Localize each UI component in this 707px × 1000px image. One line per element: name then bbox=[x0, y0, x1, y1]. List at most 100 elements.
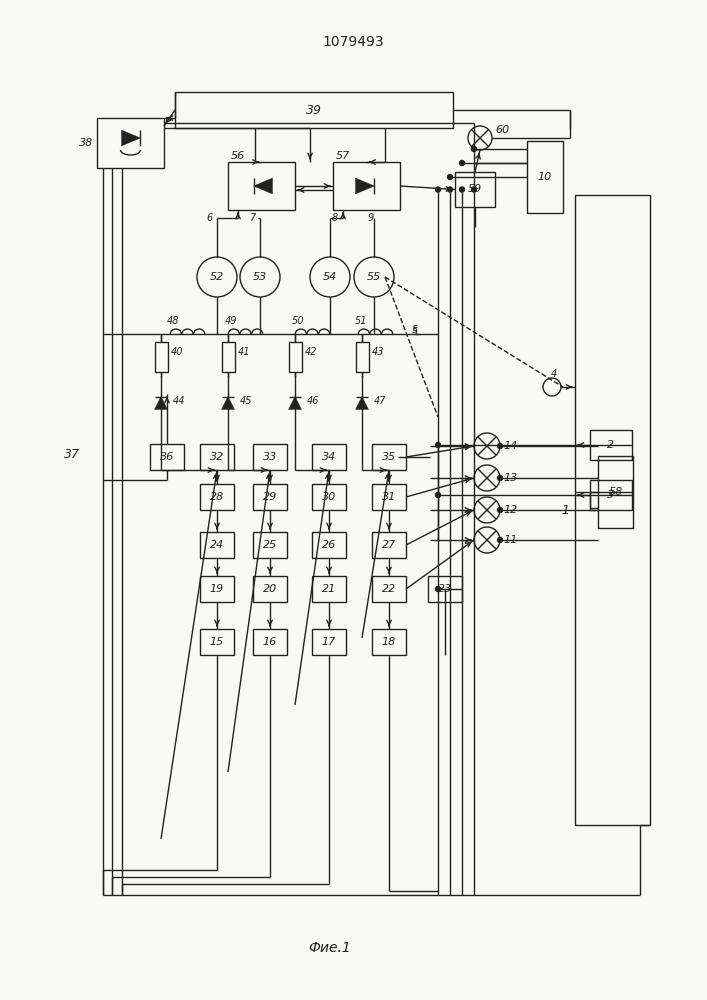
Text: 46: 46 bbox=[307, 396, 320, 406]
Circle shape bbox=[472, 146, 477, 151]
Bar bbox=[312, 444, 346, 470]
Bar bbox=[200, 629, 234, 655]
Bar bbox=[372, 484, 406, 510]
Polygon shape bbox=[288, 397, 301, 409]
Text: 1: 1 bbox=[561, 504, 569, 516]
Bar bbox=[428, 576, 462, 602]
Text: 4: 4 bbox=[551, 369, 557, 379]
Text: 54: 54 bbox=[323, 272, 337, 282]
Bar bbox=[228, 162, 295, 210]
Bar bbox=[155, 342, 168, 372]
Text: 17: 17 bbox=[322, 637, 336, 647]
Text: 38: 38 bbox=[78, 138, 93, 148]
Text: 27: 27 bbox=[382, 540, 396, 550]
Text: 22: 22 bbox=[382, 584, 396, 594]
Bar bbox=[590, 430, 632, 460]
Polygon shape bbox=[356, 178, 375, 194]
Text: 8: 8 bbox=[332, 213, 338, 223]
Text: 59: 59 bbox=[468, 184, 482, 194]
Bar bbox=[200, 532, 234, 558]
Text: 20: 20 bbox=[263, 584, 277, 594]
Text: 36: 36 bbox=[160, 452, 174, 462]
Circle shape bbox=[448, 174, 452, 180]
Bar bbox=[289, 342, 302, 372]
Circle shape bbox=[460, 160, 464, 165]
Text: 42: 42 bbox=[305, 347, 317, 357]
Text: 60: 60 bbox=[495, 125, 509, 135]
Text: 35: 35 bbox=[382, 452, 396, 462]
Text: 7: 7 bbox=[249, 213, 255, 223]
Text: 41: 41 bbox=[238, 347, 250, 357]
Polygon shape bbox=[155, 397, 168, 409]
Text: 5: 5 bbox=[412, 327, 418, 337]
Bar bbox=[527, 141, 563, 213]
Bar bbox=[253, 444, 287, 470]
Polygon shape bbox=[221, 397, 235, 409]
Bar bbox=[200, 576, 234, 602]
Text: 19: 19 bbox=[210, 584, 224, 594]
Polygon shape bbox=[356, 397, 368, 409]
Bar bbox=[253, 484, 287, 510]
Text: 44: 44 bbox=[173, 396, 185, 406]
Text: 24: 24 bbox=[210, 540, 224, 550]
Text: 53: 53 bbox=[253, 272, 267, 282]
Text: 6: 6 bbox=[206, 213, 213, 223]
Text: 56: 56 bbox=[231, 151, 245, 161]
Text: 30: 30 bbox=[322, 492, 336, 502]
Bar bbox=[312, 484, 346, 510]
Circle shape bbox=[498, 444, 503, 448]
Circle shape bbox=[436, 442, 440, 448]
Text: 43: 43 bbox=[372, 347, 385, 357]
Text: 52: 52 bbox=[210, 272, 224, 282]
Bar bbox=[312, 576, 346, 602]
Text: 51: 51 bbox=[355, 316, 367, 326]
Bar bbox=[590, 480, 632, 510]
Text: 5: 5 bbox=[412, 325, 418, 335]
Text: 13: 13 bbox=[503, 473, 518, 483]
Bar bbox=[372, 576, 406, 602]
Circle shape bbox=[436, 586, 440, 591]
Polygon shape bbox=[122, 130, 141, 146]
Circle shape bbox=[436, 187, 440, 192]
Bar bbox=[253, 629, 287, 655]
Circle shape bbox=[498, 476, 503, 481]
Text: 11: 11 bbox=[503, 535, 518, 545]
Text: 47: 47 bbox=[374, 396, 387, 406]
Text: 34: 34 bbox=[322, 452, 336, 462]
Text: 33: 33 bbox=[263, 452, 277, 462]
Text: 23: 23 bbox=[438, 584, 452, 594]
Text: 14: 14 bbox=[503, 441, 518, 451]
Bar bbox=[575, 195, 650, 825]
Bar bbox=[200, 444, 234, 470]
Bar bbox=[200, 484, 234, 510]
Bar bbox=[150, 444, 184, 470]
Text: 12: 12 bbox=[503, 505, 518, 515]
Bar bbox=[253, 532, 287, 558]
Bar bbox=[222, 342, 235, 372]
Polygon shape bbox=[254, 178, 272, 194]
Bar bbox=[598, 456, 633, 528]
Text: 31: 31 bbox=[382, 492, 396, 502]
Circle shape bbox=[448, 187, 452, 192]
Circle shape bbox=[498, 538, 503, 542]
Text: 21: 21 bbox=[322, 584, 336, 594]
Text: 48: 48 bbox=[167, 316, 180, 326]
Text: 57: 57 bbox=[336, 151, 350, 161]
Text: 45: 45 bbox=[240, 396, 252, 406]
Text: 49: 49 bbox=[225, 316, 238, 326]
Bar bbox=[372, 532, 406, 558]
Text: 58: 58 bbox=[609, 487, 623, 497]
Bar bbox=[312, 532, 346, 558]
Text: 28: 28 bbox=[210, 492, 224, 502]
Text: 10: 10 bbox=[538, 172, 552, 182]
Circle shape bbox=[472, 187, 477, 192]
Text: 25: 25 bbox=[263, 540, 277, 550]
Text: 50: 50 bbox=[292, 316, 304, 326]
Circle shape bbox=[460, 187, 464, 192]
Text: 15: 15 bbox=[210, 637, 224, 647]
Bar bbox=[455, 172, 495, 207]
Bar bbox=[97, 118, 164, 168]
Bar bbox=[175, 92, 453, 128]
Bar bbox=[312, 629, 346, 655]
Text: 32: 32 bbox=[210, 452, 224, 462]
